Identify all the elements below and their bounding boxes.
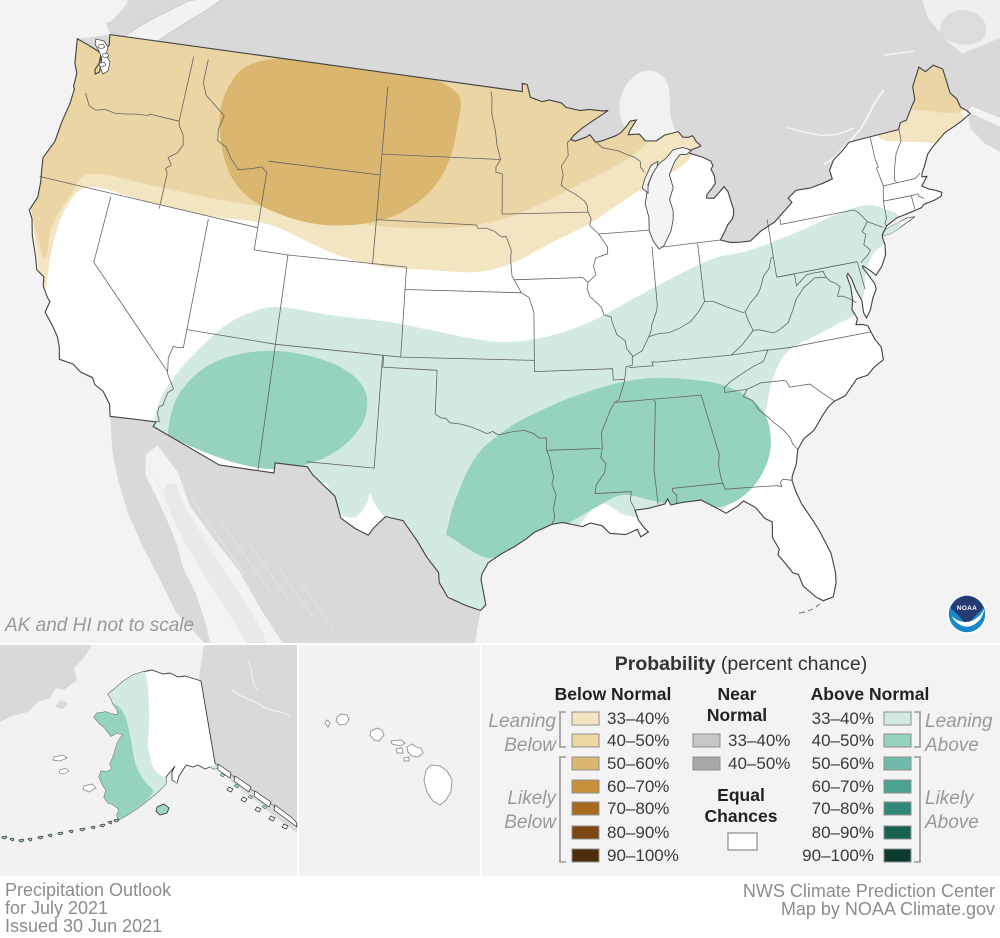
- svg-text:80–90%: 80–90%: [812, 823, 874, 842]
- svg-text:Above: Above: [924, 812, 979, 833]
- svg-text:40–50%: 40–50%: [607, 731, 669, 750]
- svg-text:33–40%: 33–40%: [607, 709, 669, 728]
- svg-text:Leaning: Leaning: [488, 711, 556, 732]
- svg-text:Likely: Likely: [925, 788, 975, 809]
- svg-text:70–80%: 70–80%: [812, 799, 874, 818]
- svg-text:90–100%: 90–100%: [802, 846, 874, 865]
- svg-text:NWS Climate Prediction Center: NWS Climate Prediction Center: [743, 881, 995, 901]
- svg-text:Above Normal: Above Normal: [811, 684, 930, 704]
- svg-text:Precipitation Outlook: Precipitation Outlook: [5, 880, 172, 900]
- svg-text:for July 2021: for July 2021: [5, 898, 108, 918]
- svg-text:Below: Below: [504, 735, 557, 756]
- svg-text:50–60%: 50–60%: [812, 754, 874, 773]
- svg-text:60–70%: 60–70%: [812, 777, 874, 796]
- svg-text:70–80%: 70–80%: [607, 799, 669, 818]
- svg-text:40–50%: 40–50%: [728, 754, 790, 773]
- svg-text:Issued 30 Jun 2021: Issued 30 Jun 2021: [5, 916, 162, 936]
- svg-text:NOAA: NOAA: [957, 605, 977, 612]
- svg-text:Leaning: Leaning: [925, 711, 993, 732]
- svg-text:Likely: Likely: [507, 788, 557, 809]
- svg-text:80–90%: 80–90%: [607, 823, 669, 842]
- svg-text:Chances: Chances: [705, 806, 778, 826]
- svg-text:Below: Below: [504, 812, 557, 833]
- svg-text:Map by NOAA Climate.gov: Map by NOAA Climate.gov: [781, 899, 995, 919]
- svg-text:50–60%: 50–60%: [607, 754, 669, 773]
- svg-text:Below Normal: Below Normal: [555, 684, 672, 704]
- svg-text:60–70%: 60–70%: [607, 777, 669, 796]
- svg-text:90–100%: 90–100%: [607, 846, 679, 865]
- svg-text:40–50%: 40–50%: [812, 731, 874, 750]
- svg-text:Equal: Equal: [717, 785, 765, 805]
- svg-text:Above: Above: [924, 735, 979, 756]
- svg-text:Near: Near: [718, 684, 757, 704]
- svg-text:33–40%: 33–40%: [728, 731, 790, 750]
- svg-text:33–40%: 33–40%: [812, 709, 874, 728]
- svg-text:AK and HI not to scale: AK and HI not to scale: [4, 615, 194, 636]
- svg-text:Normal: Normal: [707, 705, 767, 725]
- svg-text:Probability (percent chance): Probability (percent chance): [615, 653, 868, 675]
